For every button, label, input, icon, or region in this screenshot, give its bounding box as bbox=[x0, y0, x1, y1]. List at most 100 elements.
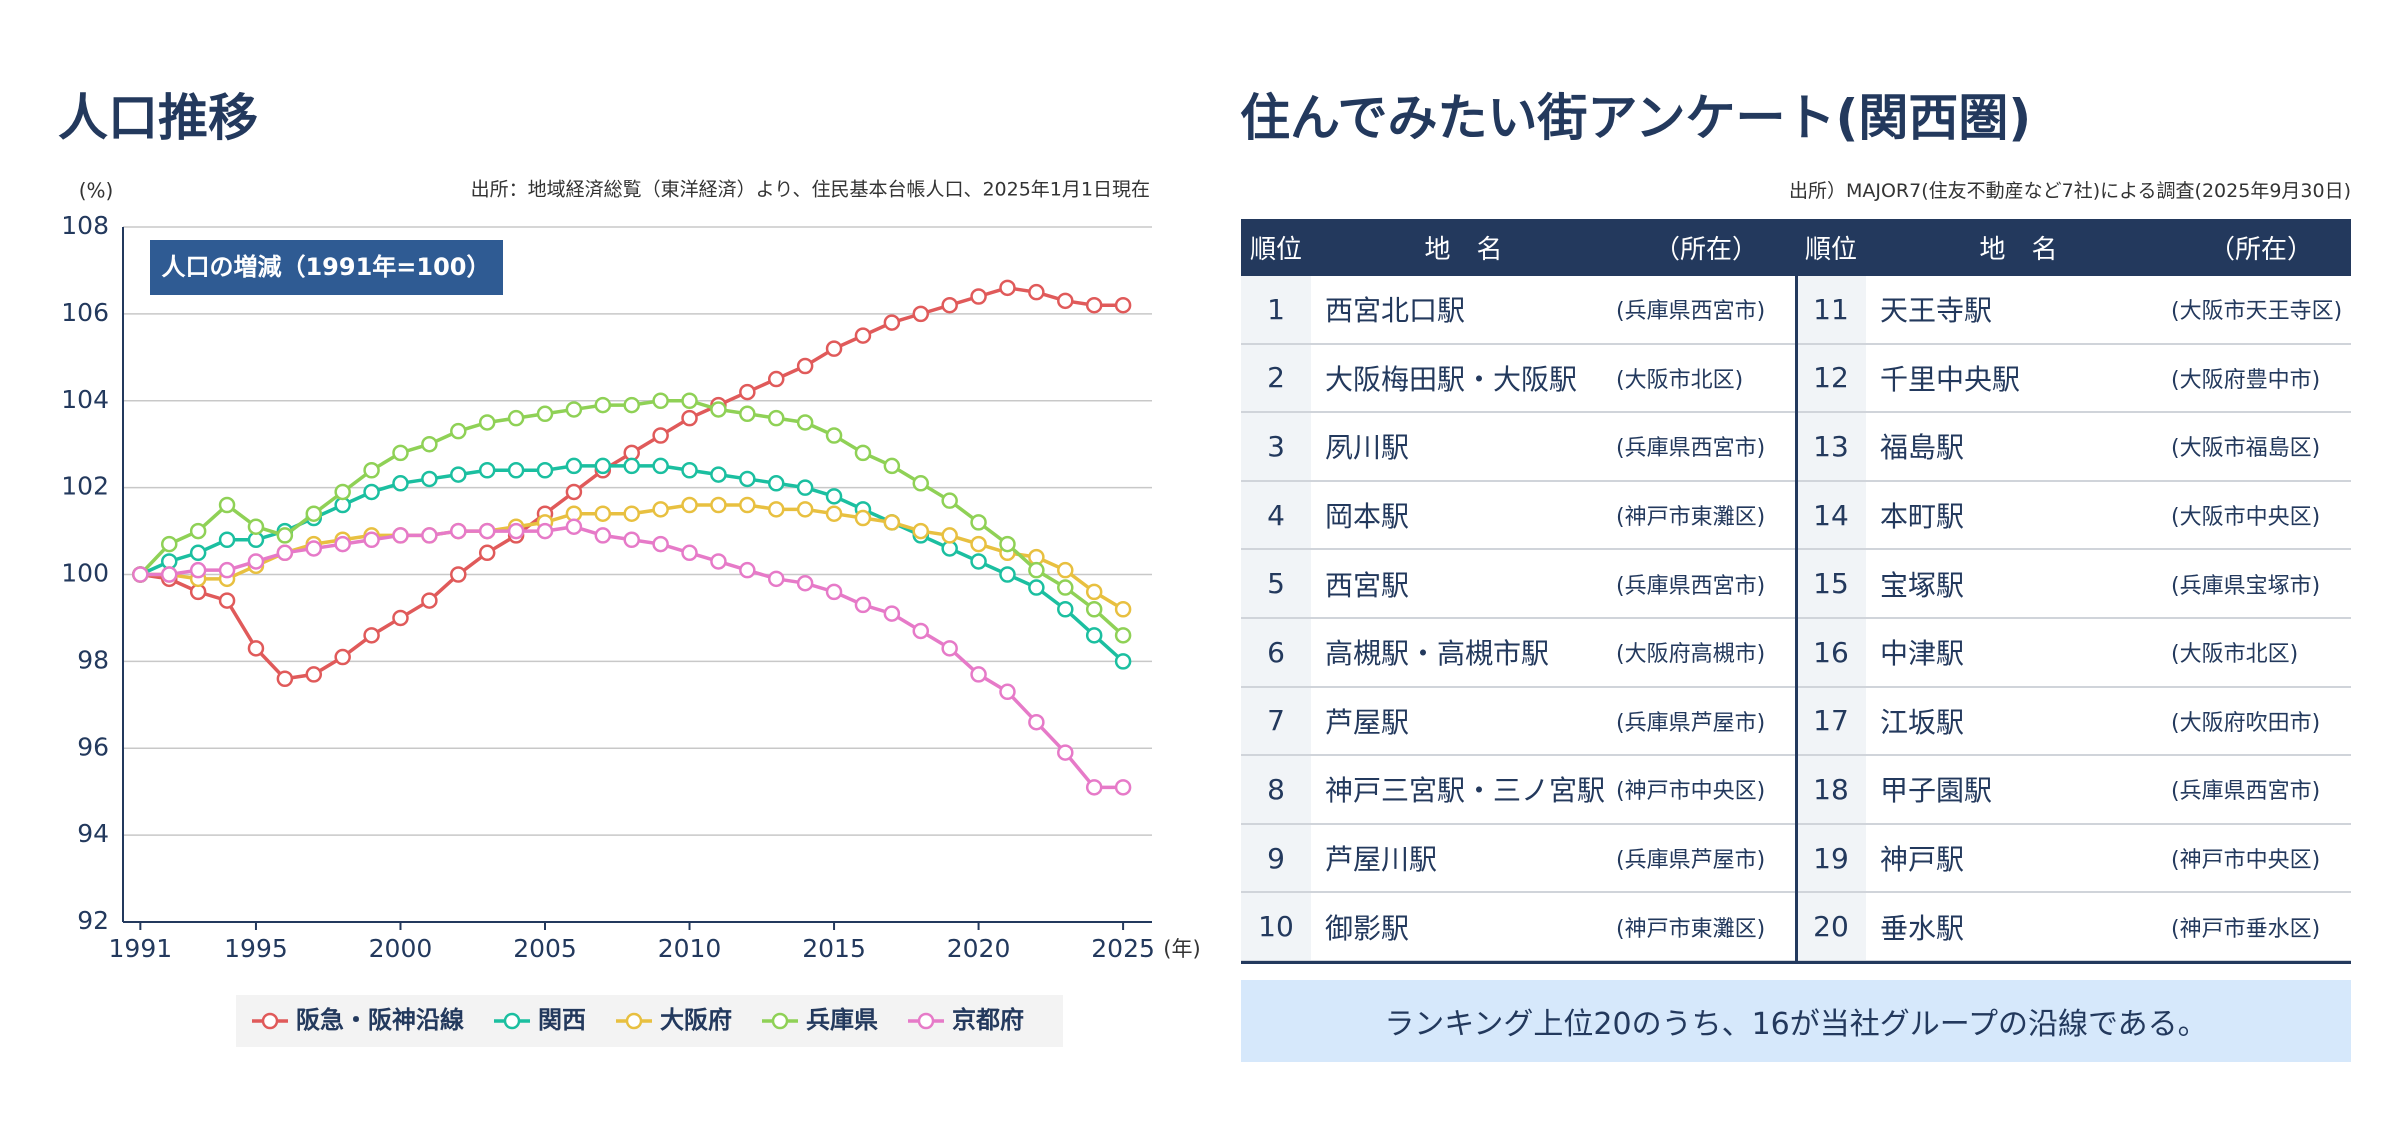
data-point bbox=[507, 462, 525, 479]
data-point bbox=[218, 561, 236, 579]
data-point bbox=[421, 527, 438, 544]
data-point bbox=[970, 553, 987, 570]
location: (大阪市中央区) bbox=[2171, 482, 2351, 551]
data-point bbox=[594, 527, 612, 544]
data-point bbox=[594, 505, 612, 522]
data-point bbox=[189, 561, 207, 579]
rank: 9 bbox=[1241, 824, 1311, 894]
data-point bbox=[1028, 579, 1045, 596]
data-point bbox=[363, 483, 380, 501]
data-point bbox=[970, 666, 987, 683]
data-point bbox=[883, 514, 901, 531]
data-point bbox=[247, 553, 265, 570]
data-point bbox=[247, 518, 265, 535]
data-point bbox=[710, 553, 727, 570]
data-point bbox=[796, 414, 814, 431]
location: (神戸市中央区) bbox=[1616, 756, 1796, 825]
data-point bbox=[652, 392, 669, 409]
data-point bbox=[681, 409, 698, 427]
y-tick-label: 100 bbox=[61, 559, 109, 588]
legend-marker bbox=[503, 1012, 521, 1030]
location: (兵庫県芦屋市) bbox=[1616, 825, 1796, 894]
data-point bbox=[1028, 713, 1045, 731]
table-source: 出所）MAJOR7(住友不動産など7社)による調査(2025年9月30日) bbox=[1788, 180, 2351, 202]
location: (大阪府豊中市) bbox=[2171, 345, 2351, 414]
data-point bbox=[941, 640, 958, 657]
table-header: （所在） bbox=[2208, 235, 2313, 265]
x-tick-label: 2020 bbox=[947, 934, 1011, 963]
location: (兵庫県西宮市) bbox=[1616, 413, 1796, 482]
x-axis-label: (年) bbox=[1163, 937, 1200, 961]
data-point bbox=[796, 357, 814, 375]
legend-marker bbox=[771, 1012, 789, 1030]
data-point bbox=[305, 666, 323, 683]
location: (神戸市東灘区) bbox=[1616, 482, 1796, 551]
rank: 19 bbox=[1796, 824, 1866, 894]
data-point bbox=[681, 392, 698, 409]
data-point bbox=[1085, 601, 1103, 618]
data-point bbox=[247, 640, 265, 657]
data-point bbox=[739, 561, 756, 579]
series-line bbox=[140, 286, 1124, 681]
data-point bbox=[652, 427, 669, 444]
y-tick-label: 98 bbox=[77, 645, 109, 674]
data-point bbox=[767, 501, 785, 518]
data-point bbox=[941, 527, 958, 544]
data-point bbox=[363, 462, 380, 479]
data-point bbox=[132, 566, 149, 583]
data-point bbox=[739, 470, 756, 488]
data-point bbox=[218, 592, 236, 609]
rank: 5 bbox=[1241, 550, 1311, 619]
data-point bbox=[999, 683, 1016, 701]
data-point bbox=[276, 544, 294, 562]
data-point bbox=[392, 609, 409, 627]
y-tick-label: 106 bbox=[61, 298, 109, 327]
data-point bbox=[739, 405, 756, 423]
place-name: 芦屋駅 bbox=[1311, 688, 1616, 757]
data-point bbox=[450, 566, 467, 583]
table-header: 順位 bbox=[1804, 235, 1857, 265]
data-point bbox=[999, 566, 1016, 583]
data-point bbox=[363, 627, 380, 644]
data-point bbox=[160, 535, 178, 553]
data-point bbox=[305, 540, 323, 557]
data-point bbox=[1085, 296, 1103, 314]
location: (兵庫県西宮市) bbox=[1616, 276, 1796, 345]
data-point bbox=[594, 457, 612, 475]
legend-label: 関西 bbox=[538, 1006, 586, 1034]
data-point bbox=[1114, 601, 1132, 618]
data-point bbox=[854, 444, 872, 462]
data-point bbox=[536, 405, 554, 423]
data-point bbox=[1114, 653, 1132, 670]
data-point bbox=[536, 522, 554, 540]
data-point bbox=[478, 462, 496, 479]
data-point bbox=[478, 544, 496, 562]
place-name: 御影駅 bbox=[1311, 893, 1616, 962]
rank: 20 bbox=[1796, 893, 1866, 962]
data-point bbox=[189, 522, 207, 540]
data-point bbox=[710, 401, 727, 418]
data-point bbox=[912, 522, 930, 540]
place-name: 西宮北口駅 bbox=[1311, 276, 1616, 345]
place-name: 江坂駅 bbox=[1866, 688, 2171, 757]
data-point bbox=[421, 592, 438, 609]
location: (大阪市福島区) bbox=[2171, 413, 2351, 482]
data-point bbox=[160, 566, 178, 583]
location: (兵庫県芦屋市) bbox=[1616, 688, 1796, 757]
data-point bbox=[1114, 627, 1132, 644]
place-name: 大阪梅田駅・大阪駅 bbox=[1311, 345, 1616, 414]
place-name: 中津駅 bbox=[1866, 619, 2171, 688]
data-point bbox=[854, 327, 872, 344]
place-name: 宝塚駅 bbox=[1866, 550, 2171, 619]
data-point bbox=[970, 288, 987, 305]
data-point bbox=[218, 531, 236, 548]
rank: 7 bbox=[1241, 687, 1311, 757]
rank: 16 bbox=[1796, 619, 1866, 688]
data-point bbox=[392, 475, 409, 492]
location: (兵庫県西宮市) bbox=[2171, 756, 2351, 825]
x-tick-label: 2005 bbox=[513, 934, 577, 963]
data-point bbox=[334, 483, 351, 501]
legend-label: 京都府 bbox=[952, 1006, 1024, 1034]
y-tick-label: 104 bbox=[61, 385, 109, 414]
